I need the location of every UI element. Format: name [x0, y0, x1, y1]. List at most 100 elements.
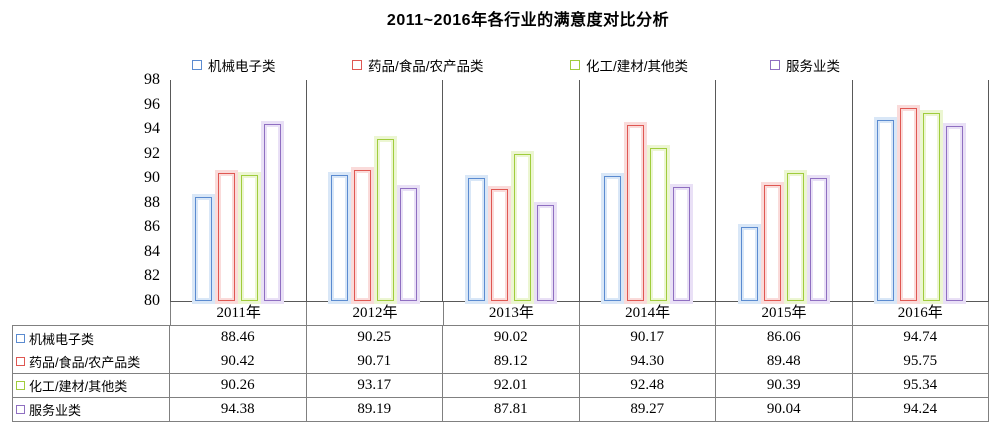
bar-机械电子类: [331, 175, 349, 301]
legend-item: 化工/建材/其他类: [570, 56, 688, 74]
category-cell: [443, 80, 580, 301]
table-header-year: 2011年: [171, 302, 308, 325]
value-cell: 88.46: [170, 326, 307, 350]
value-cell: 92.48: [580, 374, 716, 397]
value-cell: 86.06: [716, 326, 853, 350]
bar-服务业类: [264, 124, 282, 301]
bar-机械电子类: [467, 178, 485, 301]
legend-label: 机械电子类: [208, 59, 276, 74]
value-cell: 90.02: [443, 326, 580, 350]
y-axis-tick-label: 98: [144, 71, 160, 88]
bar-服务业类: [673, 187, 691, 301]
series-key-swatch: [16, 357, 25, 366]
table-body: 机械电子类 88.46 90.25 90.02 90.17 86.06 94.74 药品/食品…: [12, 325, 989, 422]
category-cell: [170, 80, 307, 301]
value-cell: 94.24: [853, 398, 989, 421]
value-cell: 94.30: [580, 350, 716, 373]
series-key-swatch: [16, 405, 25, 414]
series-key-swatch: [16, 381, 25, 390]
y-axis-tick-label: 80: [144, 292, 160, 309]
legend-key-swatch: [192, 60, 202, 70]
bar-服务业类: [400, 188, 418, 301]
category-cell: [580, 80, 716, 301]
bar-化工/建材/其他类: [923, 112, 941, 301]
bar-药品/食品/农产品类: [900, 107, 918, 301]
chart-title: 2011~2016年各行业的满意度对比分析: [386, 12, 670, 29]
value-cell: 95.75: [853, 350, 989, 373]
table-header-year: 2016年: [853, 302, 989, 325]
y-axis-tick-label: 86: [144, 218, 160, 236]
value-cell: 89.19: [307, 398, 443, 421]
value-cell: 89.27: [580, 398, 716, 421]
value-cell: 94.38: [170, 398, 307, 421]
legend-label: 药品/食品/农产品类: [368, 59, 484, 74]
bar-机械电子类: [604, 176, 622, 301]
table-row: 机械电子类 88.46 90.25 90.02 90.17 86.06 94.74: [12, 326, 989, 350]
value-cell: 93.17: [307, 374, 443, 397]
legend-key-swatch: [570, 60, 580, 70]
bar-服务业类: [946, 126, 964, 301]
value-cell: 90.39: [716, 374, 853, 397]
table-row: 化工/建材/其他类 90.26 93.17 92.01 92.48 90.39 95.34: [12, 374, 989, 398]
bar-药品/食品/农产品类: [763, 184, 781, 301]
series-name-label: 化工/建材/其他类: [29, 379, 128, 394]
plot-area: [170, 80, 989, 302]
bar-化工/建材/其他类: [513, 153, 531, 301]
series-name-label: 机械电子类: [29, 331, 95, 347]
table-header-year: 2014年: [580, 302, 717, 325]
data-table: 2011年 2012年 2013年 2014年 2015年 2016年机械电子类 88.46…: [12, 302, 989, 422]
table-header-year: 2012年: [307, 302, 444, 325]
value-cell: 90.04: [716, 398, 853, 421]
category-cell: [716, 80, 853, 301]
bar-药品/食品/农产品类: [627, 125, 645, 301]
value-cell: 89.12: [443, 350, 580, 373]
table-row: 服务业类 94.38 89.19 87.81 89.27 90.04 94.24: [12, 398, 989, 422]
y-axis-tick-label: 88: [144, 193, 160, 211]
bar-化工/建材/其他类: [241, 175, 259, 301]
table-row: 药品/食品/农产品类 90.42 90.71 89.12 94.30 89.48 95.75: [12, 350, 989, 374]
series-name-cell: 药品/食品/农产品类: [12, 350, 170, 373]
value-cell: 92.01: [443, 374, 580, 397]
bar-化工/建材/其他类: [377, 139, 395, 301]
value-cell: 87.81: [443, 398, 580, 421]
legend-item: 药品/食品/农产品类: [352, 56, 484, 74]
legend-label: 化工/建材/其他类: [586, 59, 689, 74]
table-header-year: 2013年: [444, 302, 580, 325]
y-axis-tick-label: 90: [144, 169, 160, 187]
bar-药品/食品/农产品类: [218, 173, 236, 301]
table-header-row: 2011年 2012年 2013年 2014年 2015年 2016年: [170, 302, 989, 325]
y-axis-tick-label: 92: [144, 144, 160, 162]
value-cell: 90.26: [170, 374, 307, 397]
bar-药品/食品/农产品类: [354, 169, 372, 301]
legend-key-swatch: [770, 60, 780, 70]
value-cell: 94.74: [853, 326, 989, 350]
bar-服务业类: [809, 177, 827, 301]
legend-item: 机械电子类: [192, 56, 276, 74]
value-cell: 90.42: [170, 350, 307, 373]
legend-item: 服务业类: [770, 56, 840, 74]
series-name-cell: 化工/建材/其他类: [12, 374, 170, 397]
value-cell: 89.48: [716, 350, 853, 373]
series-key-swatch: [16, 333, 25, 343]
bar-药品/食品/农产品类: [490, 189, 508, 301]
y-axis-tick-label: 94: [144, 120, 160, 138]
legend-label: 服务业类: [786, 59, 840, 74]
bar-机械电子类: [195, 197, 213, 301]
bar-化工/建材/其他类: [786, 173, 804, 301]
series-name-label: 服务业类: [29, 403, 82, 418]
bar-化工/建材/其他类: [650, 147, 668, 301]
value-cell: 90.17: [580, 326, 716, 350]
series-name-cell: 服务业类: [12, 398, 170, 421]
y-axis-tick-label: 96: [144, 95, 160, 113]
value-cell: 95.34: [853, 374, 989, 397]
legend-key-swatch: [352, 60, 362, 70]
bar-机械电子类: [740, 226, 758, 301]
category-cell: [307, 80, 443, 301]
y-axis-tick-label: 84: [144, 242, 160, 260]
table-header-year: 2015年: [716, 302, 853, 325]
y-axis-tick-label: 82: [144, 267, 160, 285]
value-cell: 90.25: [307, 326, 443, 350]
bar-机械电子类: [877, 120, 895, 301]
series-name-label: 药品/食品/农产品类: [29, 355, 141, 370]
